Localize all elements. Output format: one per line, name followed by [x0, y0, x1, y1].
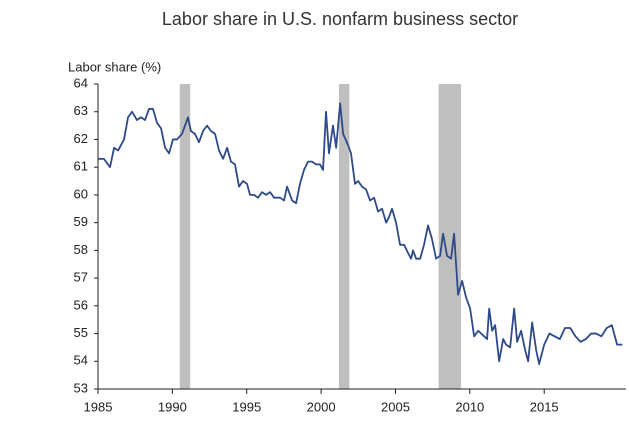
y-tick-label: 56 — [74, 297, 88, 312]
y-tick-label: 57 — [74, 270, 88, 285]
chart-title: Labor share in U.S. nonfarm business sec… — [162, 9, 518, 29]
y-tick-label: 58 — [74, 242, 88, 257]
x-tick-label: 2005 — [381, 399, 410, 414]
y-tick-label: 64 — [74, 75, 88, 90]
x-tick-label: 1995 — [232, 399, 261, 414]
y-tick-label: 61 — [74, 159, 88, 174]
x-tick-label: 2000 — [307, 399, 336, 414]
y-tick-label: 60 — [74, 186, 88, 201]
recession-band — [338, 84, 350, 389]
y-tick-label: 63 — [74, 103, 88, 118]
recession-band — [179, 84, 191, 389]
x-tick-label: 2010 — [455, 399, 484, 414]
y-tick-label: 59 — [74, 214, 88, 229]
x-tick-label: 1985 — [84, 399, 113, 414]
x-tick-label: 1990 — [158, 399, 187, 414]
recession-band — [438, 84, 461, 389]
y-axis-label: Labor share (%) — [68, 59, 161, 74]
x-tick-label: 2015 — [530, 399, 559, 414]
y-tick-label: 53 — [74, 380, 88, 395]
y-tick-label: 54 — [74, 353, 88, 368]
y-tick-label: 55 — [74, 325, 88, 340]
y-tick-label: 62 — [74, 131, 88, 146]
data-line — [98, 102, 623, 365]
